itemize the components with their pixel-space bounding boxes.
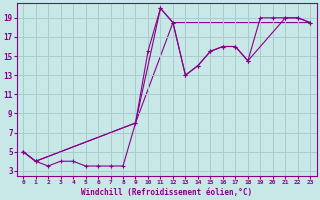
X-axis label: Windchill (Refroidissement éolien,°C): Windchill (Refroidissement éolien,°C): [81, 188, 252, 197]
